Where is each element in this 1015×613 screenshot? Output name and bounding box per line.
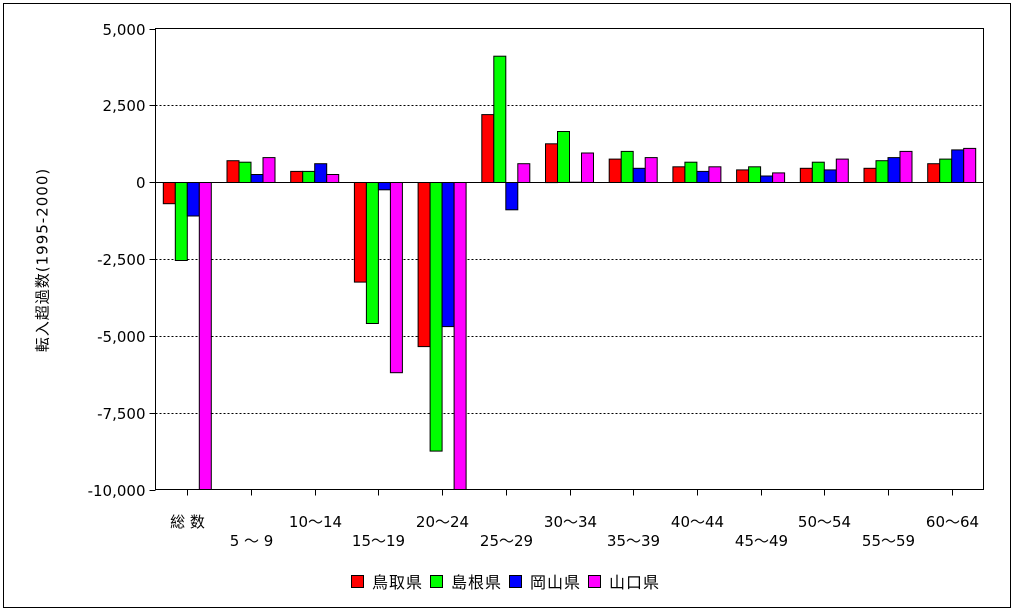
y-axis-ticks xyxy=(149,29,156,491)
bar-tottori-8 xyxy=(608,158,622,184)
chart-frame xyxy=(3,3,1011,608)
bar-yamaguchi-10 xyxy=(772,172,786,183)
x-category-label-5: 20～24 xyxy=(416,513,469,531)
bar-okayama-12 xyxy=(887,157,901,184)
x-category-label-6: 25～29 xyxy=(480,532,533,550)
x-category-label-13: 60～64 xyxy=(926,513,979,531)
bar-yamaguchi-3 xyxy=(326,174,340,183)
legend-swatch-yamaguchi xyxy=(588,574,601,588)
bar-yamaguchi-13 xyxy=(963,147,977,183)
x-category-label-1: 総 数 xyxy=(170,513,205,531)
bar-yamaguchi-12 xyxy=(899,150,913,183)
bars xyxy=(162,55,977,490)
legend-label-shimane: 島根県 xyxy=(451,573,503,592)
y-tick-label-1: 5,000 xyxy=(103,21,146,39)
bar-shimane-10 xyxy=(748,166,762,184)
gridlines xyxy=(155,105,984,414)
bar-okayama-2 xyxy=(250,174,264,183)
bar-yamaguchi-7 xyxy=(581,152,594,183)
bar-tottori-9 xyxy=(672,166,686,184)
bar-shimane-2 xyxy=(238,161,252,183)
bar-tottori-13 xyxy=(927,163,941,183)
bar-tottori-11 xyxy=(799,167,813,184)
x-category-label-7: 30～34 xyxy=(544,513,597,531)
bar-shimane-5 xyxy=(429,182,443,452)
bar-yamaguchi-8 xyxy=(644,157,658,184)
bar-okayama-5 xyxy=(441,182,455,328)
y-axis-title: 転入超過数(1995-2000) xyxy=(33,168,51,352)
bar-yamaguchi-5 xyxy=(453,182,467,490)
bar-okayama-10 xyxy=(760,175,774,183)
bar-okayama-3 xyxy=(314,163,328,183)
bar-shimane-12 xyxy=(875,160,889,183)
bar-yamaguchi-9 xyxy=(708,166,722,184)
bar-yamaguchi-2 xyxy=(262,157,276,184)
bar-yamaguchi-11 xyxy=(835,158,849,184)
x-category-label-3: 10～14 xyxy=(289,513,342,531)
y-tick-label-6: -7,500 xyxy=(97,405,145,423)
bar-okayama-4 xyxy=(377,182,391,191)
bar-tottori-10 xyxy=(736,169,750,183)
bar-shimane-9 xyxy=(684,161,698,183)
y-tick-label-7: -10,000 xyxy=(88,482,146,500)
y-tick-label-3: 0 xyxy=(136,174,146,192)
bar-yamaguchi-1 xyxy=(198,182,212,490)
bar-shimane-3 xyxy=(302,170,316,183)
bar-shimane-11 xyxy=(811,161,825,183)
bar-shimane-7 xyxy=(557,131,570,183)
legend-label-tottori: 鳥取県 xyxy=(372,573,424,592)
x-category-label-2: 5 ～ 9 xyxy=(230,532,274,550)
bar-okayama-9 xyxy=(696,170,710,183)
bar-yamaguchi-4 xyxy=(389,182,403,374)
y-axis-tick-labels: 5,000 2,500 0 -2,500 -5,000 -7,500 -10,000 xyxy=(88,21,146,500)
y-tick-label-4: -2,500 xyxy=(97,251,145,269)
legend-item-tottori: 鳥取県 xyxy=(351,569,430,593)
bar-tottori-3 xyxy=(290,170,304,183)
bar-okayama-6 xyxy=(505,182,519,211)
x-category-label-12: 55～59 xyxy=(862,532,915,550)
legend-item-shimane: 島根県 xyxy=(430,569,509,593)
x-category-label-9: 40～44 xyxy=(671,513,724,531)
bar-shimane-13 xyxy=(939,158,953,184)
bar-tottori-4 xyxy=(353,182,367,283)
bar-shimane-1 xyxy=(174,182,188,261)
x-category-label-4: 15～19 xyxy=(352,532,405,550)
bar-tottori-12 xyxy=(863,167,877,184)
y-tick-label-2: 2,500 xyxy=(103,97,146,115)
x-category-label-10: 45～49 xyxy=(735,532,788,550)
y-tick-label-5: -5,000 xyxy=(97,328,145,346)
x-category-label-8: 35～39 xyxy=(607,532,660,550)
bar-tottori-6 xyxy=(481,114,495,183)
legend-swatch-shimane xyxy=(430,574,443,588)
bar-okayama-1 xyxy=(186,182,200,217)
legend-label-yamaguchi: 山口県 xyxy=(609,573,661,592)
legend-item-okayama: 岡山県 xyxy=(509,569,588,593)
bar-tottori-7 xyxy=(545,143,558,184)
bar-okayama-11 xyxy=(823,169,837,183)
bar-shimane-4 xyxy=(365,182,379,324)
bar-okayama-8 xyxy=(632,167,646,184)
legend-swatch-tottori xyxy=(351,574,364,588)
bar-tottori-5 xyxy=(417,182,431,348)
bar-shimane-6 xyxy=(493,55,507,184)
bar-tottori-1 xyxy=(162,182,176,205)
bar-yamaguchi-6 xyxy=(517,163,531,183)
bar-tottori-2 xyxy=(226,160,240,183)
legend-swatch-okayama xyxy=(509,574,522,588)
x-axis-category-labels: 総 数 5 ～ 9 10～14 15～19 20～24 25～29 30～34 35～39 40… xyxy=(170,513,979,550)
legend: 鳥取県 島根県 岡山県 山口県 xyxy=(351,569,667,593)
bar-okayama-13 xyxy=(951,149,965,183)
legend-label-okayama: 岡山県 xyxy=(530,573,582,592)
x-category-label-11: 50～54 xyxy=(798,513,851,531)
x-axis-ticks xyxy=(187,489,953,496)
legend-item-yamaguchi: 山口県 xyxy=(588,569,667,593)
bar-shimane-8 xyxy=(620,150,634,183)
